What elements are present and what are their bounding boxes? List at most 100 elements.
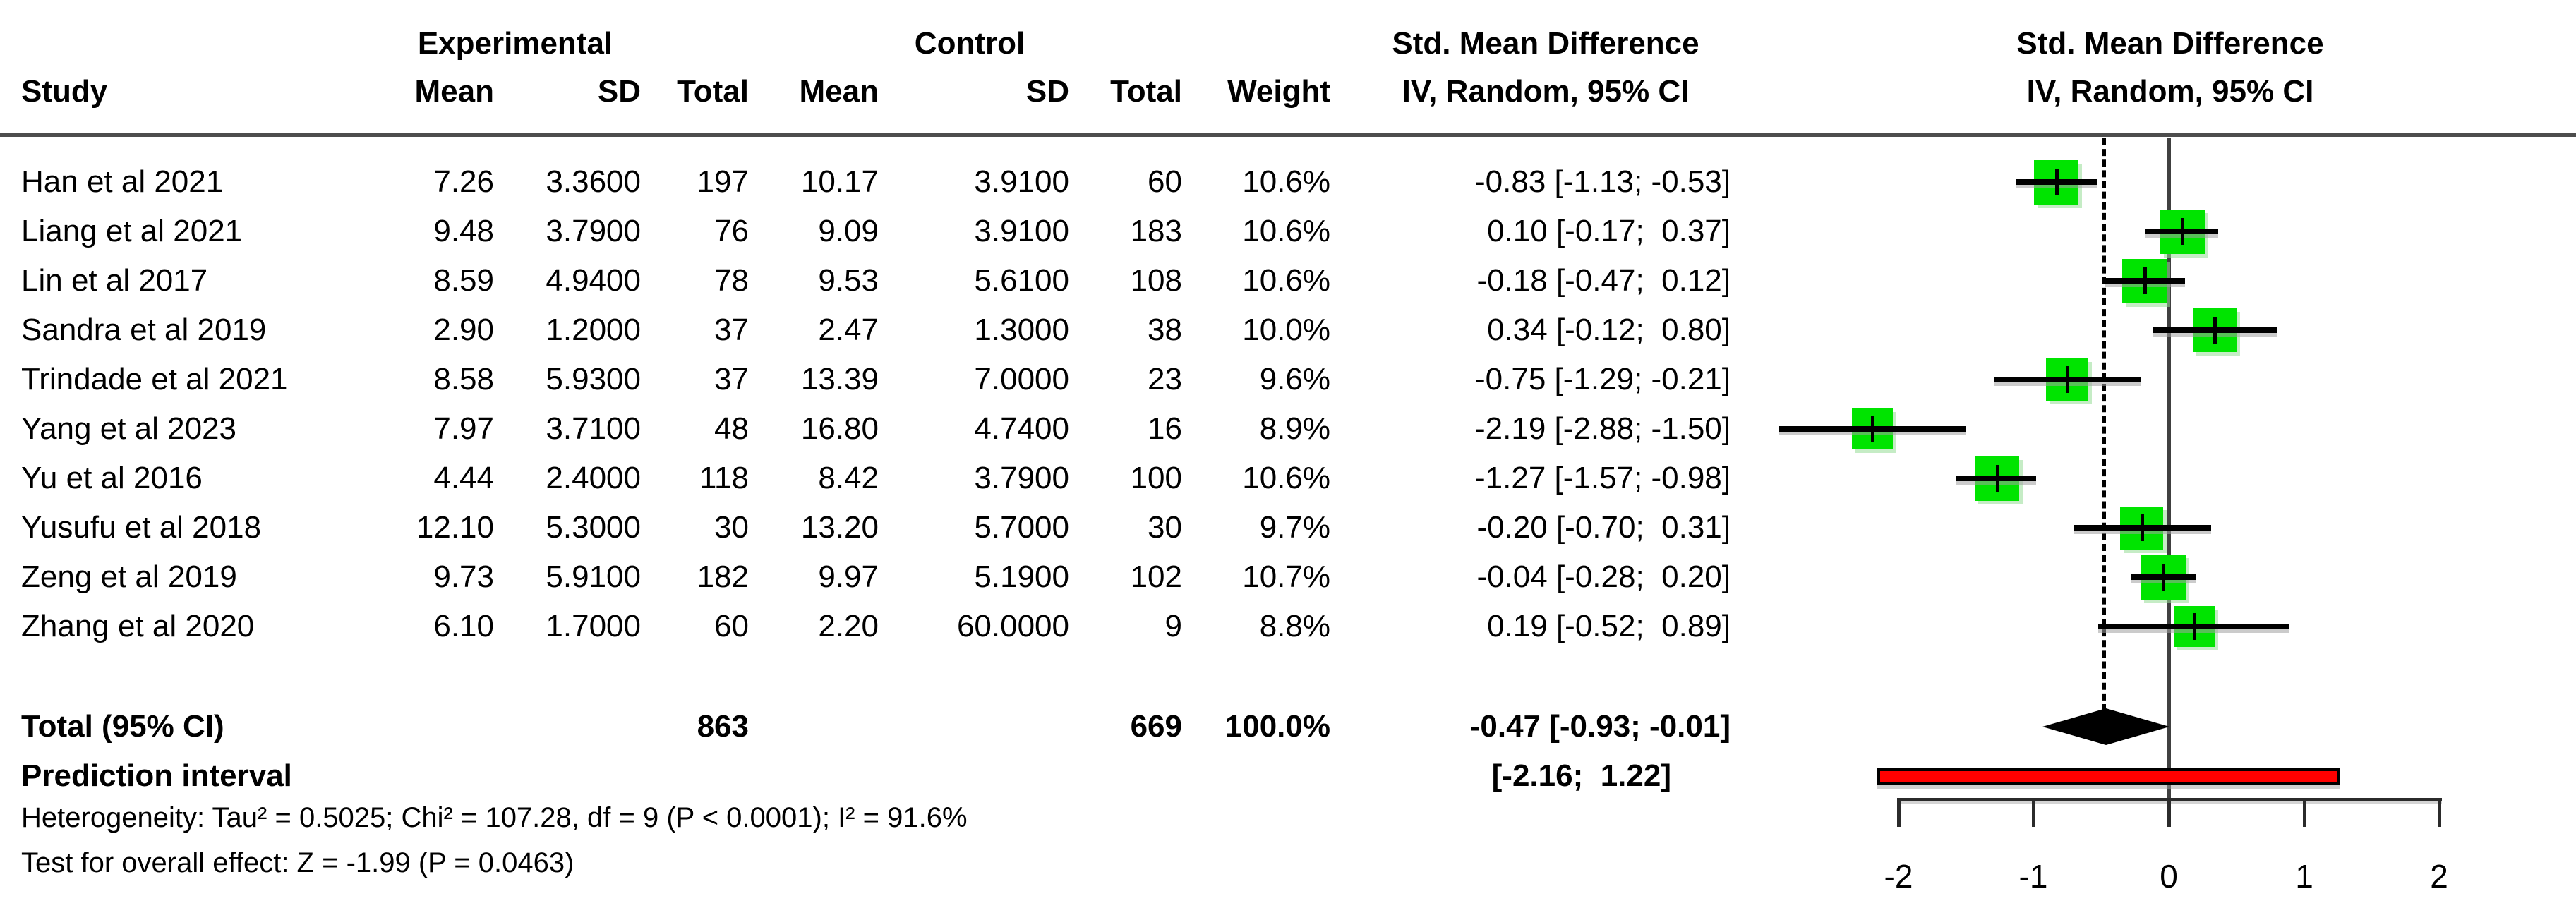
point-estimate-marker	[2213, 317, 2217, 344]
ctrl-total: 23	[1148, 362, 1182, 397]
exp-total: 182	[697, 559, 749, 594]
ctrl-mean: 13.39	[800, 362, 879, 397]
point-estimate-marker	[2055, 169, 2059, 195]
header-exp-mean: Mean	[414, 74, 494, 109]
exp-mean: 7.97	[433, 411, 494, 446]
smd-ci: -0.18 [-0.47; 0.12]	[1476, 263, 1731, 298]
ctrl-sd: 5.6100	[974, 263, 1069, 298]
x-axis-tick-label: 1	[2295, 858, 2313, 895]
smd-ci: 0.34 [-0.12; 0.80]	[1487, 313, 1731, 347]
ctrl-sd: 3.9100	[974, 214, 1069, 248]
smd-ci: 0.19 [-0.52; 0.89]	[1487, 609, 1731, 643]
ctrl-mean: 9.09	[818, 214, 879, 248]
exp-sd: 5.3000	[546, 510, 641, 545]
x-axis-tick	[1897, 800, 1901, 827]
exp-sd: 2.4000	[546, 461, 641, 495]
x-axis-tick-label: 2	[2430, 858, 2448, 895]
header-ctrl-total: Total	[1110, 74, 1182, 109]
total-label: Total (95% CI)	[21, 709, 224, 744]
ctrl-total: 108	[1130, 263, 1182, 298]
study-name: Yang et al 2023	[21, 411, 236, 446]
study-name: Han et al 2021	[21, 164, 224, 199]
x-axis-tick-label: -2	[1884, 858, 1913, 895]
x-axis-tick-label: -1	[2018, 858, 2048, 895]
ctrl-mean: 9.53	[818, 263, 879, 298]
ctrl-mean: 8.42	[818, 461, 879, 495]
point-estimate-marker	[2143, 267, 2147, 294]
smd-ci: -0.04 [-0.28; 0.20]	[1476, 559, 1731, 594]
x-axis-tick	[2303, 800, 2306, 827]
ctrl-total: 16	[1148, 411, 1182, 446]
plot-header-title: Std. Mean Difference	[2016, 26, 2324, 61]
exp-total: 76	[714, 214, 749, 248]
weight: 8.8%	[1259, 609, 1330, 643]
exp-mean: 8.59	[433, 263, 494, 298]
exp-total: 37	[714, 362, 749, 397]
x-axis-tick	[2032, 800, 2035, 827]
ctrl-sd: 5.7000	[974, 510, 1069, 545]
ctrl-total: 183	[1130, 214, 1182, 248]
weight: 10.7%	[1242, 559, 1330, 594]
exp-mean: 12.10	[416, 510, 494, 545]
x-axis-line	[1897, 798, 2442, 801]
overall-effect-dashed-line	[2102, 138, 2106, 711]
study-name: Trindade et al 2021	[21, 362, 288, 397]
ctrl-mean: 2.20	[818, 609, 879, 643]
prediction-smd: [-2.16; 1.22]	[1491, 758, 1671, 793]
study-name: Yu et al 2016	[21, 461, 203, 495]
ctrl-sd: 3.9100	[974, 164, 1069, 199]
pooled-effect-diamond	[2042, 708, 2169, 745]
prediction-label: Prediction interval	[21, 758, 292, 793]
exp-sd: 3.3600	[546, 164, 641, 199]
ctrl-sd: 7.0000	[974, 362, 1069, 397]
x-axis-tick	[2438, 800, 2441, 827]
point-estimate-marker	[2141, 514, 2144, 541]
point-estimate-marker	[2162, 564, 2165, 591]
exp-total: 60	[714, 609, 749, 643]
header-study: Study	[21, 74, 108, 109]
weight: 8.9%	[1259, 411, 1330, 446]
total-ctrl-total: 669	[1130, 709, 1182, 744]
exp-mean: 4.44	[433, 461, 494, 495]
header-group-control: Control	[914, 26, 1025, 61]
weight: 10.6%	[1242, 461, 1330, 495]
study-name: Liang et al 2021	[21, 214, 243, 248]
x-axis-tick-label: 0	[2160, 858, 2178, 895]
heterogeneity-text: Heterogeneity: Tau² = 0.5025; Chi² = 107…	[21, 802, 968, 833]
exp-sd: 5.9300	[546, 362, 641, 397]
weight: 9.6%	[1259, 362, 1330, 397]
ctrl-sd: 5.1900	[974, 559, 1069, 594]
point-estimate-marker	[2066, 366, 2069, 393]
header-separator	[0, 133, 2576, 137]
smd-ci: -2.19 [-2.88; -1.50]	[1475, 411, 1731, 446]
study-name: Zhang et al 2020	[21, 609, 255, 643]
study-name: Zeng et al 2019	[21, 559, 237, 594]
total-smd: -0.47 [-0.93; -0.01]	[1469, 709, 1731, 744]
header-ctrl-sd: SD	[1025, 74, 1069, 109]
exp-sd: 4.9400	[546, 263, 641, 298]
point-estimate-marker	[1996, 465, 1999, 492]
exp-total: 197	[697, 164, 749, 199]
ctrl-mean: 9.97	[818, 559, 879, 594]
ctrl-sd: 60.0000	[956, 609, 1069, 643]
weight: 10.6%	[1242, 164, 1330, 199]
point-estimate-marker	[2181, 218, 2184, 245]
plot-header-subtitle: IV, Random, 95% CI	[2026, 74, 2314, 109]
exp-total: 78	[714, 263, 749, 298]
exp-mean: 8.58	[433, 362, 494, 397]
smd-ci: -0.83 [-1.13; -0.53]	[1475, 164, 1731, 199]
exp-mean: 6.10	[433, 609, 494, 643]
header-ctrl-mean: Mean	[799, 74, 879, 109]
weight: 10.0%	[1242, 313, 1330, 347]
exp-total: 37	[714, 313, 749, 347]
ctrl-total: 102	[1130, 559, 1182, 594]
total-weight: 100.0%	[1224, 709, 1330, 744]
smd-ci: -0.20 [-0.70; 0.31]	[1476, 510, 1731, 545]
header-exp-total: Total	[677, 74, 749, 109]
null-effect-line	[2167, 138, 2171, 802]
point-estimate-marker	[2193, 613, 2196, 640]
x-axis-tick	[2167, 800, 2171, 827]
exp-total: 118	[699, 461, 749, 495]
ctrl-mean: 2.47	[818, 313, 879, 347]
study-name: Lin et al 2017	[21, 263, 208, 298]
